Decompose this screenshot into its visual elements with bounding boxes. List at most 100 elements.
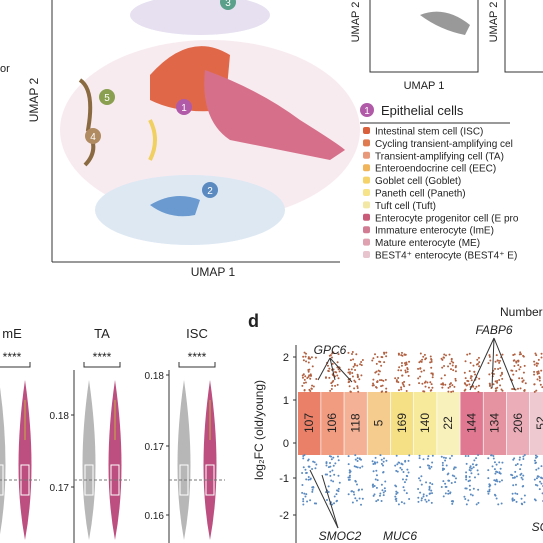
dot xyxy=(477,390,480,393)
dot xyxy=(301,491,304,494)
dot xyxy=(348,476,351,479)
dot xyxy=(417,377,420,380)
dot xyxy=(450,454,453,457)
group-badge xyxy=(360,103,374,117)
dot xyxy=(348,478,351,481)
dot xyxy=(338,481,341,484)
dot xyxy=(379,454,382,457)
dot xyxy=(330,382,333,385)
dot xyxy=(349,390,352,393)
dot xyxy=(354,454,357,457)
dot xyxy=(401,463,404,466)
dot xyxy=(469,488,472,491)
dot xyxy=(520,463,523,466)
dot xyxy=(400,388,403,391)
dot xyxy=(444,354,447,357)
dot xyxy=(375,469,378,472)
dot xyxy=(511,388,514,391)
dot xyxy=(449,362,452,365)
dot xyxy=(454,379,457,382)
dot xyxy=(385,390,388,393)
dot xyxy=(464,377,467,380)
dot xyxy=(307,356,310,359)
dot xyxy=(418,477,421,480)
dot xyxy=(475,457,478,460)
dot xyxy=(327,490,330,493)
dot xyxy=(538,488,541,491)
dot xyxy=(361,465,364,468)
dot xyxy=(330,387,333,390)
dot xyxy=(521,503,524,506)
dot xyxy=(425,494,428,497)
dot xyxy=(450,368,453,371)
dot xyxy=(521,485,524,488)
dot xyxy=(402,471,405,474)
dot xyxy=(353,387,356,390)
dot xyxy=(473,476,476,479)
dot xyxy=(464,360,467,363)
dot xyxy=(514,470,517,473)
dot xyxy=(463,495,466,498)
dot xyxy=(354,497,357,500)
dot xyxy=(430,489,433,492)
dot xyxy=(399,466,402,469)
dot xyxy=(430,358,433,361)
dot xyxy=(535,477,538,480)
dot xyxy=(406,370,409,373)
dot xyxy=(495,497,498,500)
dot xyxy=(314,356,317,359)
dot xyxy=(355,499,358,502)
dot xyxy=(487,362,490,365)
dot xyxy=(355,465,358,468)
dot xyxy=(305,471,308,474)
dot xyxy=(331,503,334,506)
count-label: 206 xyxy=(511,413,525,433)
dot xyxy=(308,374,311,377)
dot xyxy=(450,360,453,363)
dot xyxy=(469,361,472,364)
count-label: 144 xyxy=(464,413,478,433)
dot xyxy=(383,352,386,355)
dot xyxy=(500,479,503,482)
dot xyxy=(430,465,433,468)
dot xyxy=(501,461,504,464)
dot xyxy=(539,480,542,483)
y-tick-label: 2 xyxy=(283,352,289,364)
dot xyxy=(540,352,543,355)
dot xyxy=(477,488,480,491)
dot xyxy=(372,485,375,488)
cluster-shape xyxy=(204,70,345,160)
dot xyxy=(428,492,431,495)
dot xyxy=(468,352,471,355)
dot xyxy=(356,385,359,388)
dot xyxy=(535,354,538,357)
dot xyxy=(407,471,410,474)
dot xyxy=(302,497,305,500)
dot xyxy=(400,386,403,389)
legend-label: Intestinal stem cell (ISC) xyxy=(375,127,483,138)
dot xyxy=(301,384,304,387)
dot xyxy=(355,483,358,486)
dot xyxy=(492,454,495,457)
dot xyxy=(354,369,357,372)
dot xyxy=(450,358,453,361)
dot xyxy=(330,479,333,482)
cluster-shape xyxy=(150,196,200,217)
dot xyxy=(422,495,425,498)
dot xyxy=(535,364,538,367)
legend-label: Goblet cell (Goblet) xyxy=(375,176,461,187)
dot xyxy=(534,454,537,457)
gene-label: GPC6 xyxy=(314,343,347,357)
callout xyxy=(493,337,516,391)
dot xyxy=(417,487,420,490)
mini-panel xyxy=(369,0,479,73)
dot xyxy=(379,360,382,363)
dot xyxy=(515,475,518,478)
dot xyxy=(337,368,340,371)
dot xyxy=(498,361,501,364)
dot xyxy=(309,499,312,502)
dot xyxy=(498,480,501,483)
dot xyxy=(465,487,468,490)
dot xyxy=(514,492,517,495)
